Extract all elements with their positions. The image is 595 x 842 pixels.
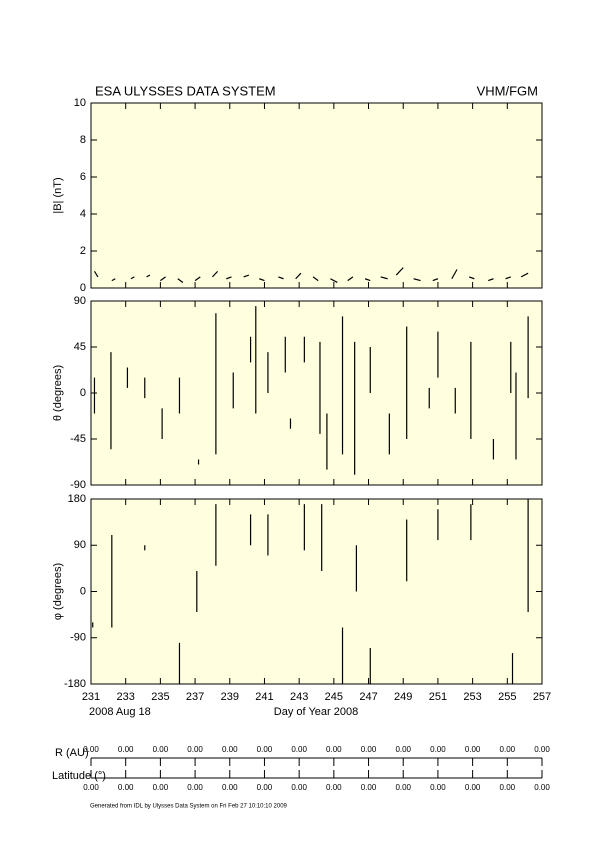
x-tick-label: 241	[255, 691, 273, 703]
y-tick-label: 10	[74, 97, 86, 109]
y-axis-label: φ (degrees)	[52, 563, 64, 620]
r-value: 0.00	[430, 745, 446, 754]
r-value: 0.00	[83, 745, 99, 754]
y-tick-label: 45	[74, 341, 86, 353]
r-value: 0.00	[500, 745, 516, 754]
x-tick-label: 255	[498, 691, 516, 703]
y-axis-label: θ (degrees)	[52, 365, 64, 421]
x-tick-label: 251	[429, 691, 447, 703]
y-tick-label: -90	[70, 632, 86, 644]
plot-frame	[90, 498, 543, 685]
latitude-value: 0.00	[534, 783, 550, 792]
x-tick-label: 257	[533, 691, 551, 703]
y-axis-label: |B| (nT)	[52, 177, 64, 213]
r-value: 0.00	[465, 745, 481, 754]
y-tick-label: 90	[74, 295, 86, 307]
y-tick-label: 0	[80, 585, 86, 597]
latitude-value: 0.00	[395, 783, 411, 792]
y-tick-label: 180	[68, 493, 86, 505]
annotation: 2008 Aug 18	[89, 706, 151, 718]
latitude-value: 0.00	[291, 783, 307, 792]
plot-frame	[90, 102, 543, 289]
latitude-value: 0.00	[430, 783, 446, 792]
y-tick-label: 2	[80, 245, 86, 257]
r-value: 0.00	[222, 745, 238, 754]
latitude-value: 0.00	[153, 783, 169, 792]
plot-area	[91, 103, 542, 288]
x-tick-label: 247	[359, 691, 377, 703]
latitude-value: 0.00	[222, 783, 238, 792]
y-tick-label: -90	[70, 479, 86, 491]
r-value: 0.00	[395, 745, 411, 754]
latitude-value: 0.00	[83, 783, 99, 792]
y-tick-label: 0	[80, 282, 86, 294]
y-tick-label: 90	[74, 539, 86, 551]
x-tick-label: 239	[221, 691, 239, 703]
r-value: 0.00	[118, 745, 134, 754]
r-value: 0.00	[326, 745, 342, 754]
latitude-value: 0.00	[326, 783, 342, 792]
x-tick-label: 235	[151, 691, 169, 703]
x-tick-label: 249	[394, 691, 412, 703]
y-tick-label: 6	[80, 171, 86, 183]
r-value: 0.00	[153, 745, 169, 754]
r-value: 0.00	[187, 745, 203, 754]
latitude-value: 0.00	[187, 783, 203, 792]
latitude-value: 0.00	[500, 783, 516, 792]
subtitle: VHM/FGM	[477, 83, 538, 98]
footer: Generated from IDL by Ulysses Data Syste…	[90, 804, 288, 810]
data-line	[93, 267, 529, 283]
x-tick-label: 231	[82, 691, 100, 703]
x-tick-label: 233	[117, 691, 135, 703]
latitude-label: Latitude (°)	[52, 770, 106, 782]
latitude-value: 0.00	[361, 783, 377, 792]
y-tick-label: 0	[80, 387, 86, 399]
latitude-value: 0.00	[465, 783, 481, 792]
plot-area	[91, 301, 542, 485]
r-label: R (AU)	[55, 747, 89, 759]
y-tick-label: -180	[64, 678, 86, 690]
x-tick-label: 237	[186, 691, 204, 703]
x-tick-label: 253	[463, 691, 481, 703]
data-line	[92, 499, 529, 684]
x-axis-label: Day of Year 2008	[274, 706, 358, 718]
x-tick-label: 245	[325, 691, 343, 703]
y-tick-label: 8	[80, 134, 86, 146]
latitude-value: 0.00	[118, 783, 134, 792]
r-value: 0.00	[291, 745, 307, 754]
x-tick-label: 243	[290, 691, 308, 703]
r-value: 0.00	[534, 745, 550, 754]
plot-frame	[90, 300, 543, 486]
y-tick-label: 4	[80, 208, 86, 220]
y-tick-label: -45	[70, 433, 86, 445]
r-value: 0.00	[361, 745, 377, 754]
latitude-value: 0.00	[257, 783, 273, 792]
data-line	[93, 306, 529, 475]
r-value: 0.00	[257, 745, 273, 754]
title: ESA ULYSSES DATA SYSTEM	[95, 83, 276, 98]
plot-area	[91, 499, 542, 684]
